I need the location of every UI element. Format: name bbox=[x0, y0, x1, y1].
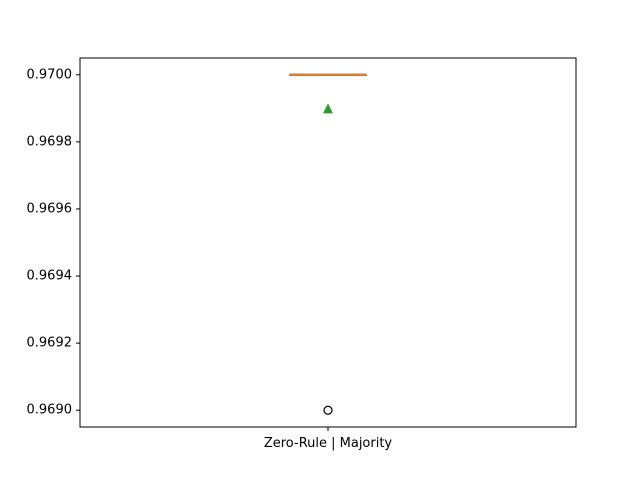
y-tick-label: 0.9696 bbox=[27, 201, 73, 216]
x-axis: Zero-Rule | Majority bbox=[264, 427, 393, 451]
y-tick-label: 0.9692 bbox=[27, 336, 73, 351]
y-tick-label: 0.9690 bbox=[27, 403, 73, 418]
y-tick-label: 0.9698 bbox=[27, 134, 73, 149]
plot-background bbox=[80, 58, 576, 427]
y-tick-label: 0.9700 bbox=[27, 67, 73, 82]
plot-frame bbox=[79, 57, 577, 428]
box-marks bbox=[289, 73, 367, 415]
outlier-point bbox=[323, 405, 333, 415]
mean-marker bbox=[323, 103, 333, 114]
y-tick-label: 0.9694 bbox=[27, 269, 73, 284]
x-tick-label: Zero-Rule | Majority bbox=[264, 436, 393, 451]
y-axis: 0.9690 0.9692 0.9694 0.9696 0.9698 0.9700 bbox=[27, 67, 80, 418]
